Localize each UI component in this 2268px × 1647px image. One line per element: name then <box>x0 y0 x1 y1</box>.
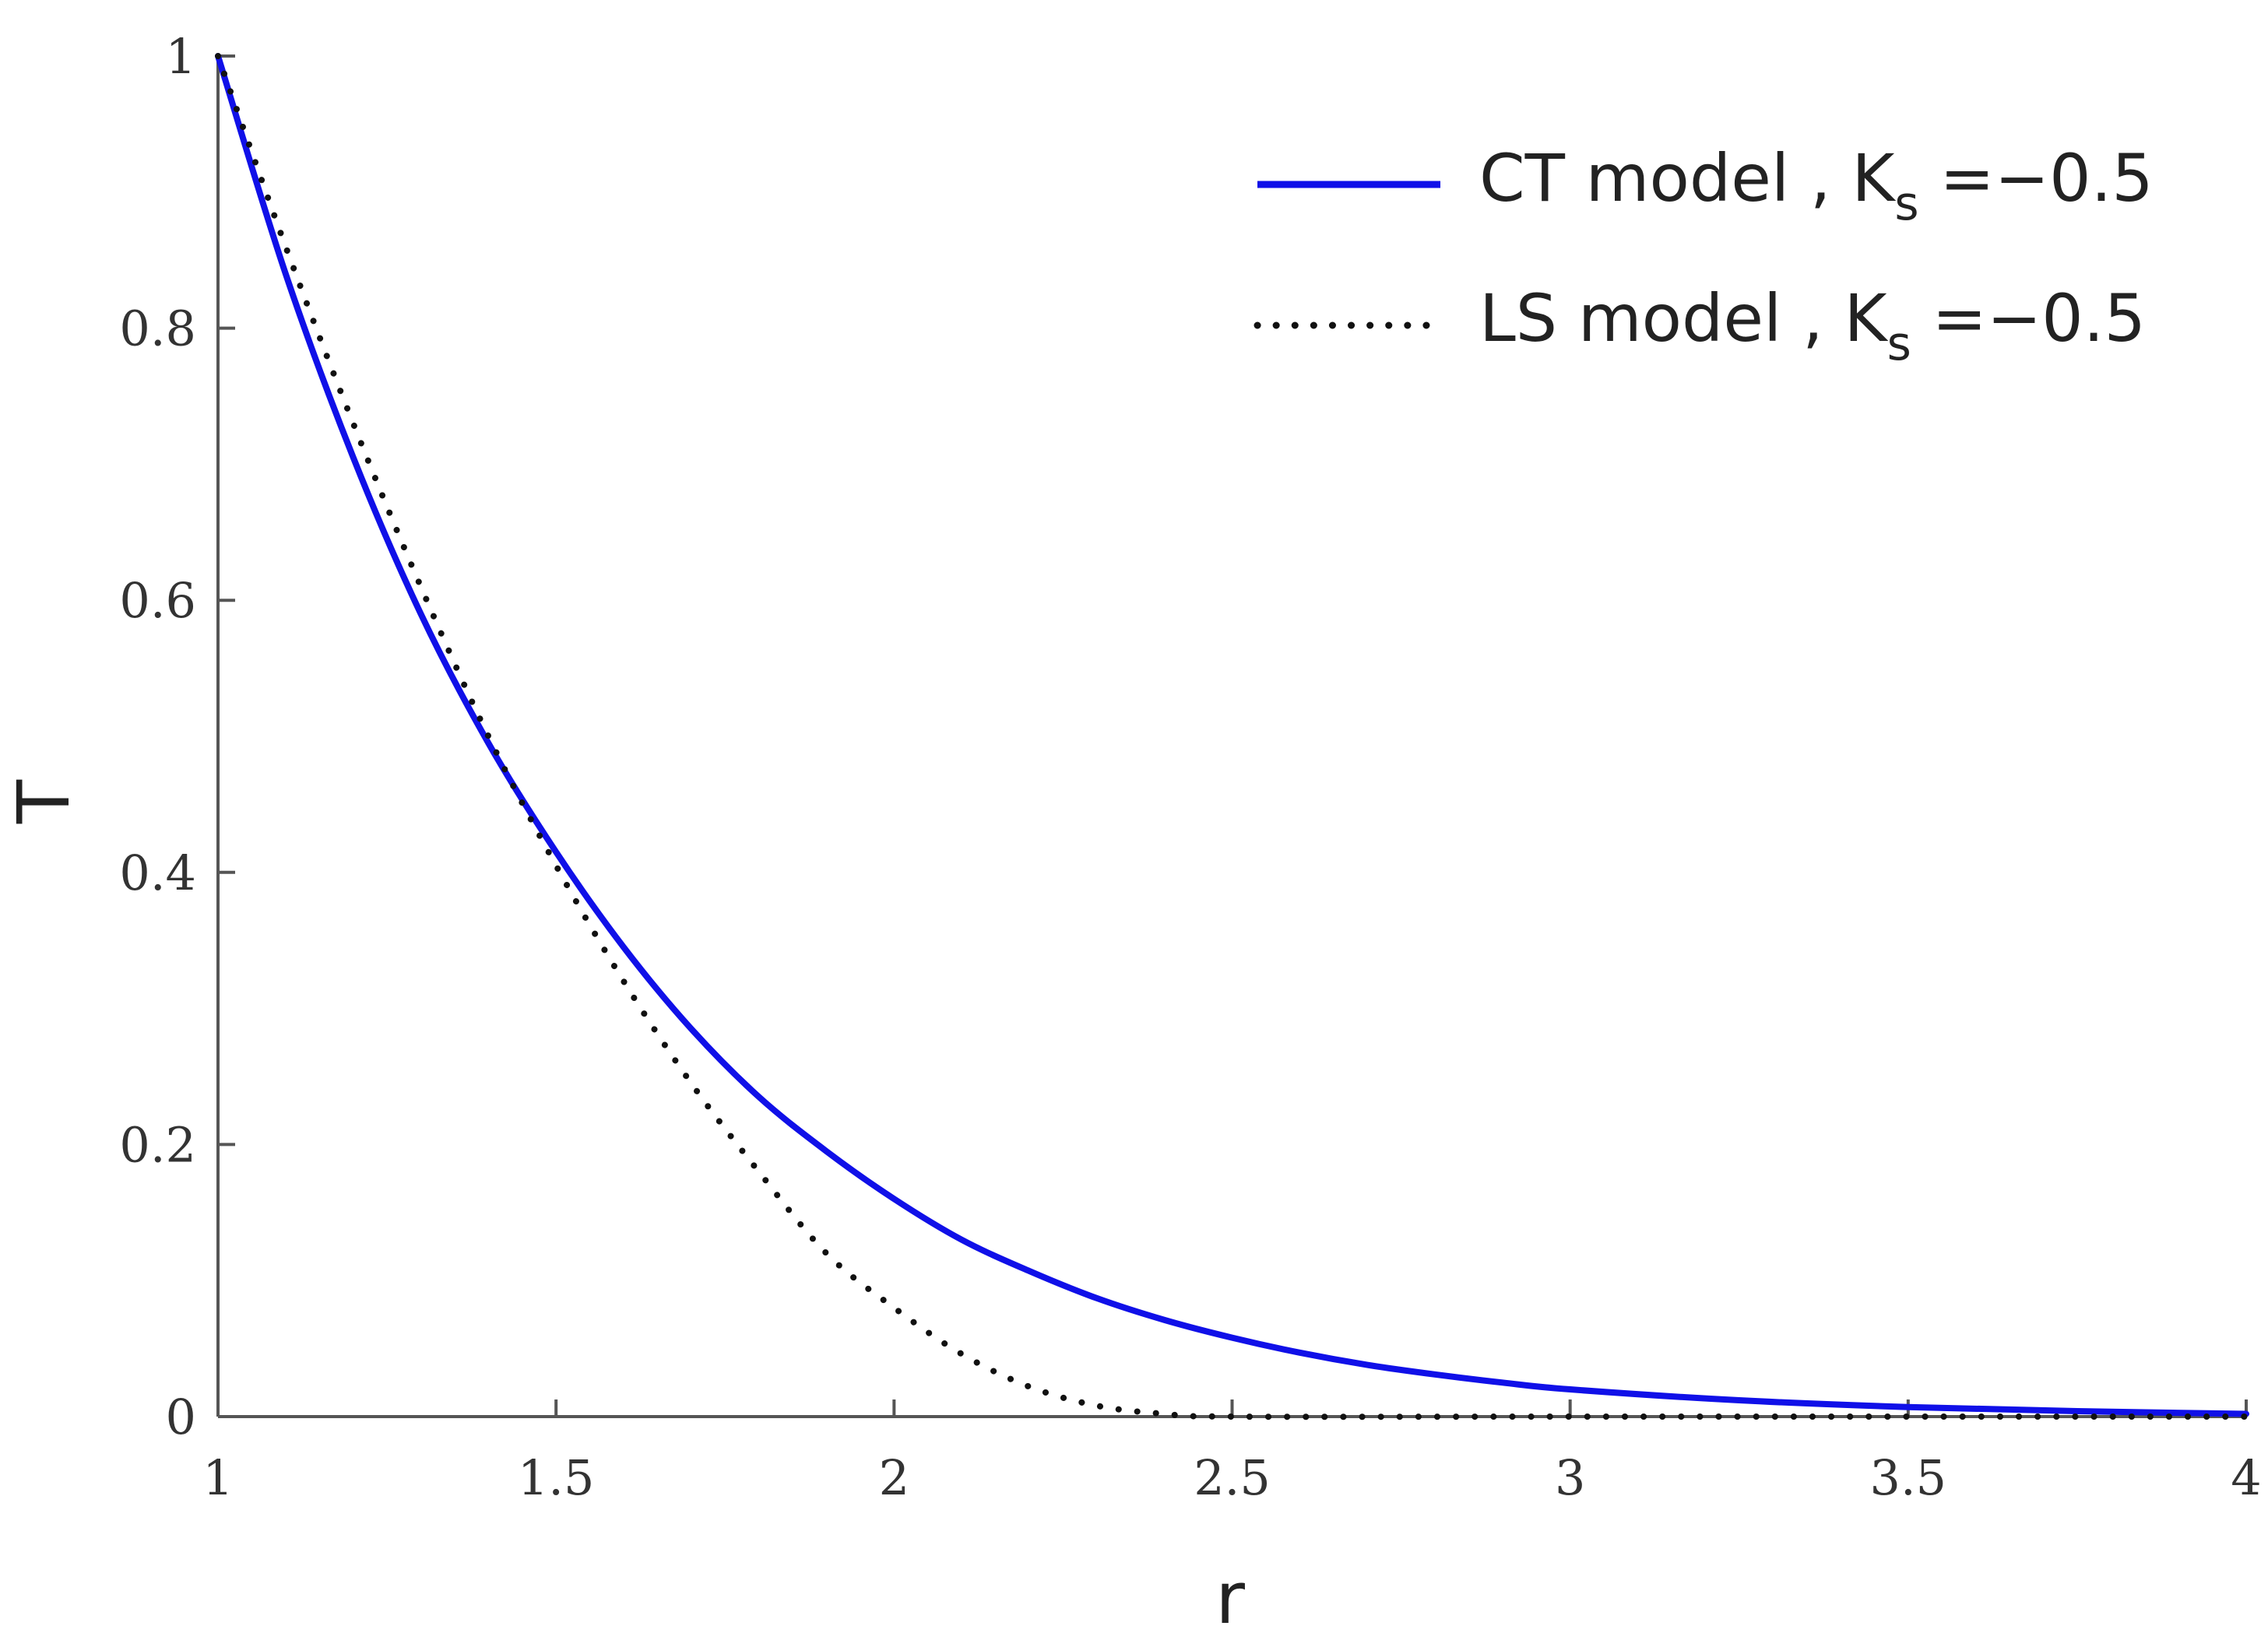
y-tick-label: 0.6 <box>119 572 196 629</box>
legend: CT model , Ks =−0.5 LS model , Ks =−0.5 <box>1254 140 2154 371</box>
legend-entry-ct: CT model , Ks =−0.5 <box>1479 140 2154 231</box>
y-tick-label: 0.2 <box>119 1116 196 1173</box>
x-axis-label: r <box>1215 1557 1245 1640</box>
ticks: 1 1.5 2 2.5 3 3.5 4 0 0.2 0.4 0.6 0.8 1 <box>119 28 2261 1506</box>
y-tick-label: 1 <box>166 28 196 85</box>
legend-entry-ls: LS model , Ks =−0.5 <box>1479 280 2146 371</box>
x-tick-label: 2 <box>879 1449 909 1506</box>
plot-area <box>215 53 2249 1420</box>
x-tick-label: 3.5 <box>1870 1449 1947 1506</box>
y-tick-label: 0.8 <box>119 300 196 357</box>
axes <box>216 56 2246 1418</box>
y-tick-label: 0.4 <box>119 845 196 901</box>
y-tick-label: 0 <box>166 1389 196 1445</box>
x-tick-label: 2.5 <box>1194 1449 1271 1506</box>
x-tick-label: 4 <box>2231 1449 2261 1506</box>
ls-model-line <box>215 53 2249 1420</box>
y-axis-label: T <box>2 779 86 824</box>
ct-model-line <box>215 53 2249 1417</box>
x-tick-label: 1.5 <box>518 1449 595 1506</box>
x-tick-label: 1 <box>202 1449 233 1506</box>
x-tick-label: 3 <box>1555 1449 1585 1506</box>
